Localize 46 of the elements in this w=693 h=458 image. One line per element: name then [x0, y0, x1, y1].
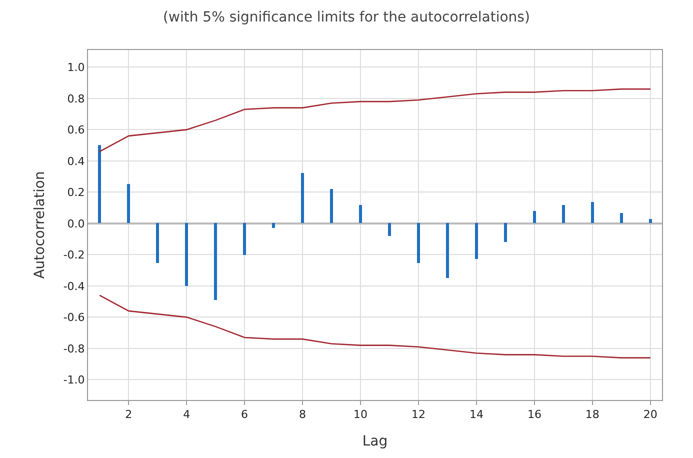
x-tick-label: 20 [643, 408, 658, 422]
chart-title: (with 5% significance limits for the autocorrelations) [163, 9, 530, 26]
bar [272, 223, 275, 228]
x-tick-label: 16 [527, 408, 542, 422]
bar [127, 184, 130, 223]
bar [504, 223, 507, 242]
bar [417, 223, 420, 263]
bar [620, 213, 623, 223]
y-tick-label: -0.6 [63, 311, 85, 324]
y-tick-label: -0.2 [63, 248, 85, 262]
x-tick-label: 10 [354, 408, 368, 422]
bar [330, 189, 333, 223]
bar [301, 173, 304, 223]
x-axis-title: Lag [362, 434, 388, 450]
bar [446, 223, 449, 278]
bar [591, 202, 594, 223]
x-tick-label: 2 [125, 408, 132, 422]
bar [185, 223, 188, 286]
bar [388, 223, 391, 236]
y-tick-label: 0.6 [67, 124, 85, 137]
bar [214, 223, 217, 300]
bar [243, 223, 246, 255]
y-tick-label: 0.8 [67, 92, 85, 106]
bar [475, 223, 478, 259]
x-tick-label: 14 [469, 408, 484, 422]
x-tick-label: 4 [183, 408, 190, 422]
y-axis-title: Autocorrelation [32, 171, 48, 279]
x-tick-label: 18 [585, 408, 600, 422]
y-tick-label: 1.0 [67, 61, 85, 74]
bar [98, 145, 101, 223]
x-tick-label: 12 [411, 408, 426, 422]
y-tick-label: 0.0 [67, 217, 85, 230]
line-series [98, 88, 652, 152]
y-tick-label: -0.4 [63, 280, 85, 293]
x-tick-label: 6 [241, 408, 248, 422]
y-tick-label: -0.8 [63, 342, 85, 356]
bar [359, 205, 362, 223]
y-tick-label: 0.2 [67, 186, 85, 200]
bar [562, 205, 565, 223]
line-series [98, 294, 652, 358]
bar [649, 219, 652, 223]
y-tick-label: 0.4 [67, 154, 85, 168]
x-tick-label: 8 [299, 408, 306, 422]
bar [533, 211, 536, 223]
bar [156, 223, 159, 263]
y-tick-label: -1.0 [63, 374, 85, 387]
